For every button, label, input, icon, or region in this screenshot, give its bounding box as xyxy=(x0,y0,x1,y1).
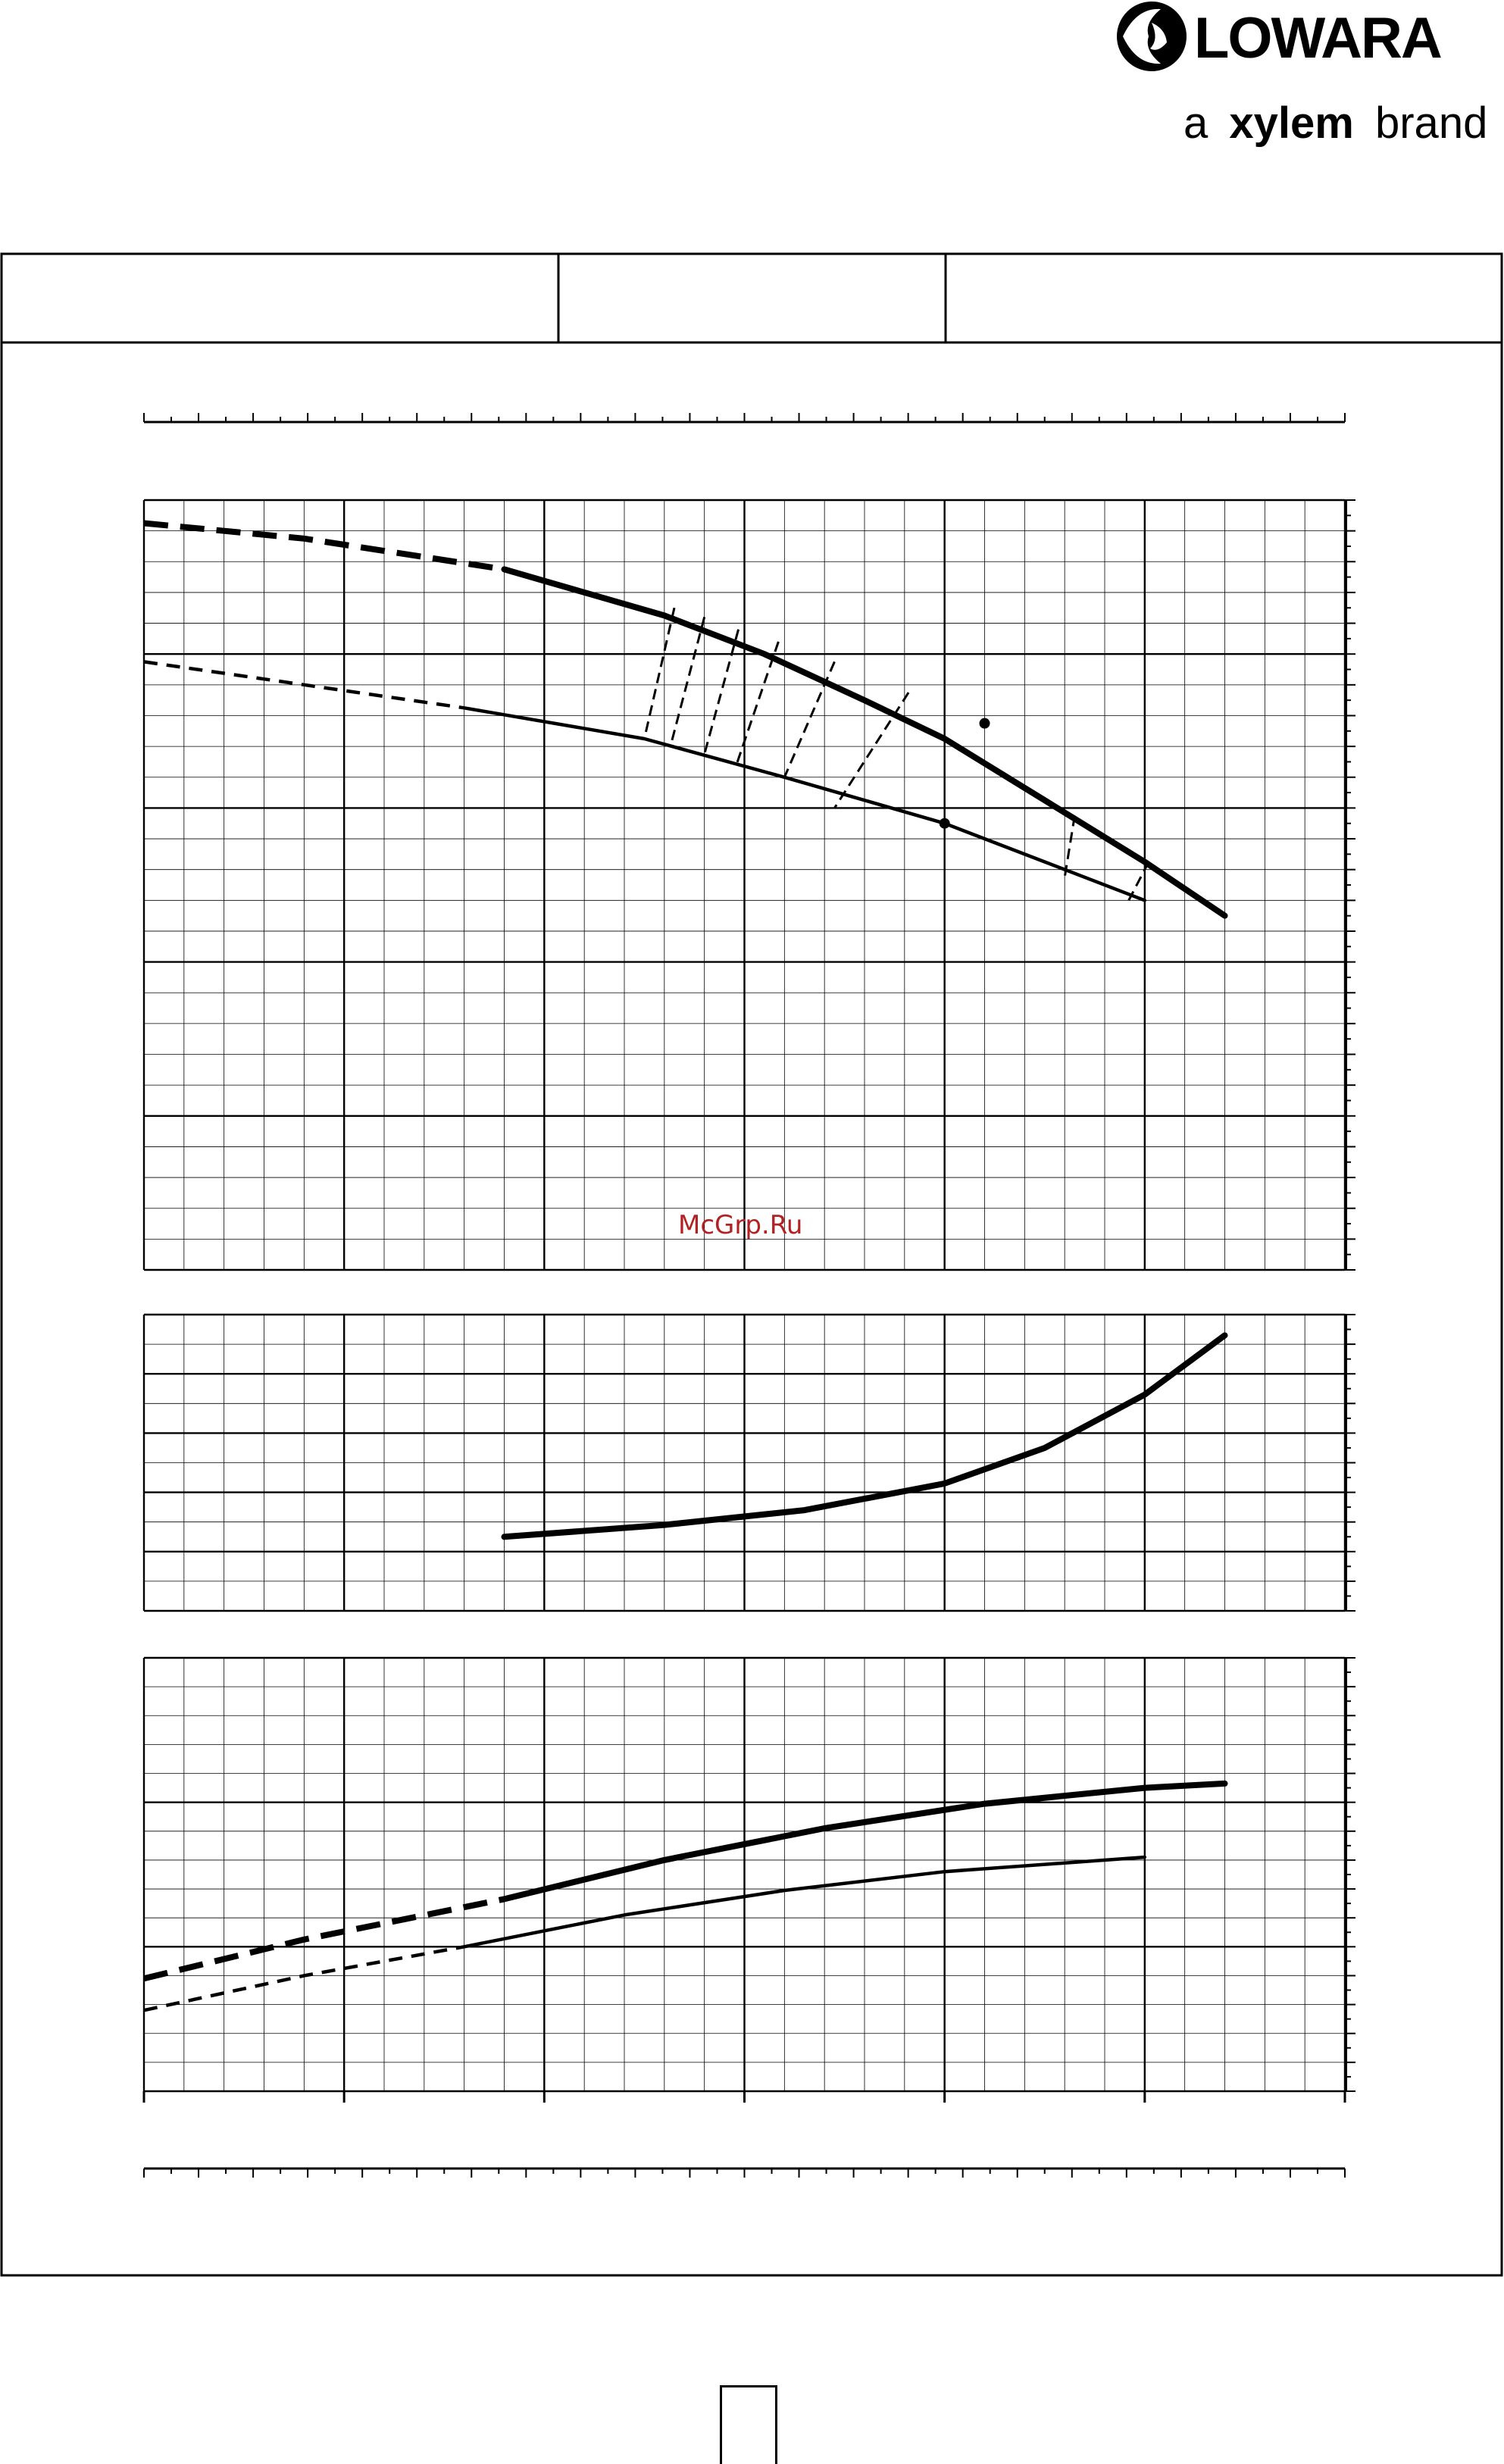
head-curve-1-extension xyxy=(143,660,465,710)
head-curve-0 xyxy=(501,566,1228,919)
top-flow-scale xyxy=(143,413,1346,424)
power-chart xyxy=(142,1656,1355,2103)
drop-icon xyxy=(1117,2,1187,71)
power-curve-1-extension xyxy=(143,1945,465,2012)
header-table xyxy=(2,254,1502,344)
head-iso-line-7 xyxy=(1127,861,1150,901)
head-iso-line-2 xyxy=(703,629,740,755)
operating-point-marker-1 xyxy=(939,818,950,829)
tagline-brand: brand xyxy=(1375,98,1487,148)
head-chart xyxy=(142,499,1355,1271)
head-iso-line-5 xyxy=(833,692,910,809)
head-iso-line-3 xyxy=(735,641,780,765)
bottom-flow-scale xyxy=(143,2167,1346,2178)
head-iso-line-0 xyxy=(643,607,676,740)
frame xyxy=(0,252,1503,2277)
operating-point-marker-0 xyxy=(979,718,990,729)
watermark: McGrp.Ru xyxy=(678,1210,803,1240)
head-iso-line-1 xyxy=(669,617,706,747)
head-iso-line-6 xyxy=(1063,815,1076,878)
head-iso-line-4 xyxy=(783,661,836,778)
logo-text: LOWARA xyxy=(1194,6,1441,70)
npsh-curve-0 xyxy=(501,1332,1228,1540)
brand-tagline: a xylem brand xyxy=(1184,98,1487,148)
tagline-a: a xyxy=(1184,98,1209,148)
tagline-xylem: xylem xyxy=(1229,98,1353,148)
page-number-box xyxy=(720,2385,777,2464)
head-curve-0-extension xyxy=(143,520,505,573)
lowara-logo: LOWARA a xylem brand xyxy=(1117,2,1487,148)
power-curve-1 xyxy=(462,1855,1147,1949)
power-curve-0-extension xyxy=(143,1896,505,1982)
power-curve-0 xyxy=(501,1780,1228,1903)
head-curve-1 xyxy=(462,706,1147,902)
npsh-chart xyxy=(142,1313,1355,1612)
